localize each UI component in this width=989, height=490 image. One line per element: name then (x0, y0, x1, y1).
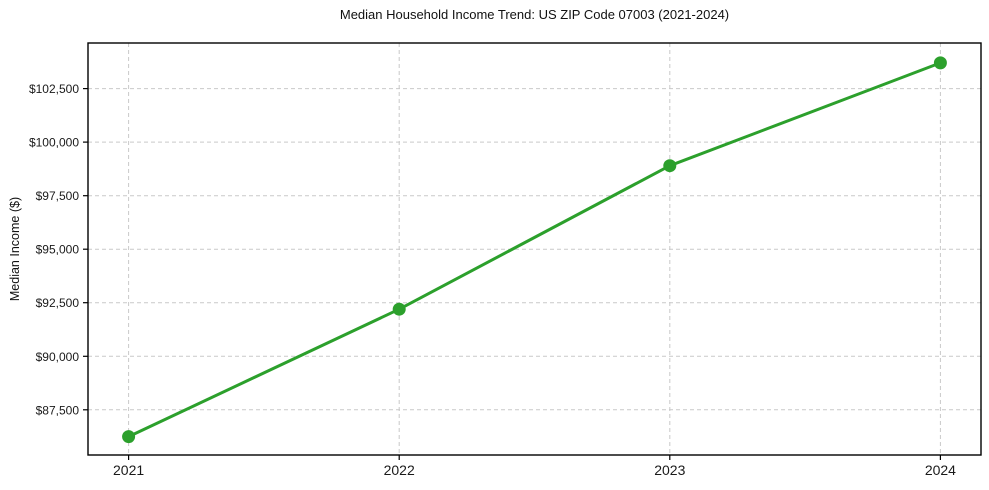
data-point (122, 430, 136, 444)
x-tick-label: 2023 (654, 462, 685, 478)
y-tick-label: $92,500 (36, 296, 80, 310)
y-tick-label: $87,500 (36, 403, 80, 417)
x-tick-label: 2022 (384, 462, 415, 478)
x-tick-label: 2021 (113, 462, 144, 478)
y-tick-label: $90,000 (36, 350, 80, 364)
x-tick-label: 2024 (925, 462, 956, 478)
chart-title: Median Household Income Trend: US ZIP Co… (339, 7, 730, 22)
y-tick-label: $100,000 (29, 136, 79, 150)
plot-frame (87, 42, 982, 456)
y-tick-label: $102,500 (29, 82, 79, 96)
y-tick-label: $95,000 (36, 243, 80, 257)
trend-line (127, 61, 942, 439)
data-point (392, 302, 406, 316)
data-point (663, 159, 677, 173)
y-tick-label: $97,500 (36, 189, 80, 203)
data-point (933, 56, 947, 70)
